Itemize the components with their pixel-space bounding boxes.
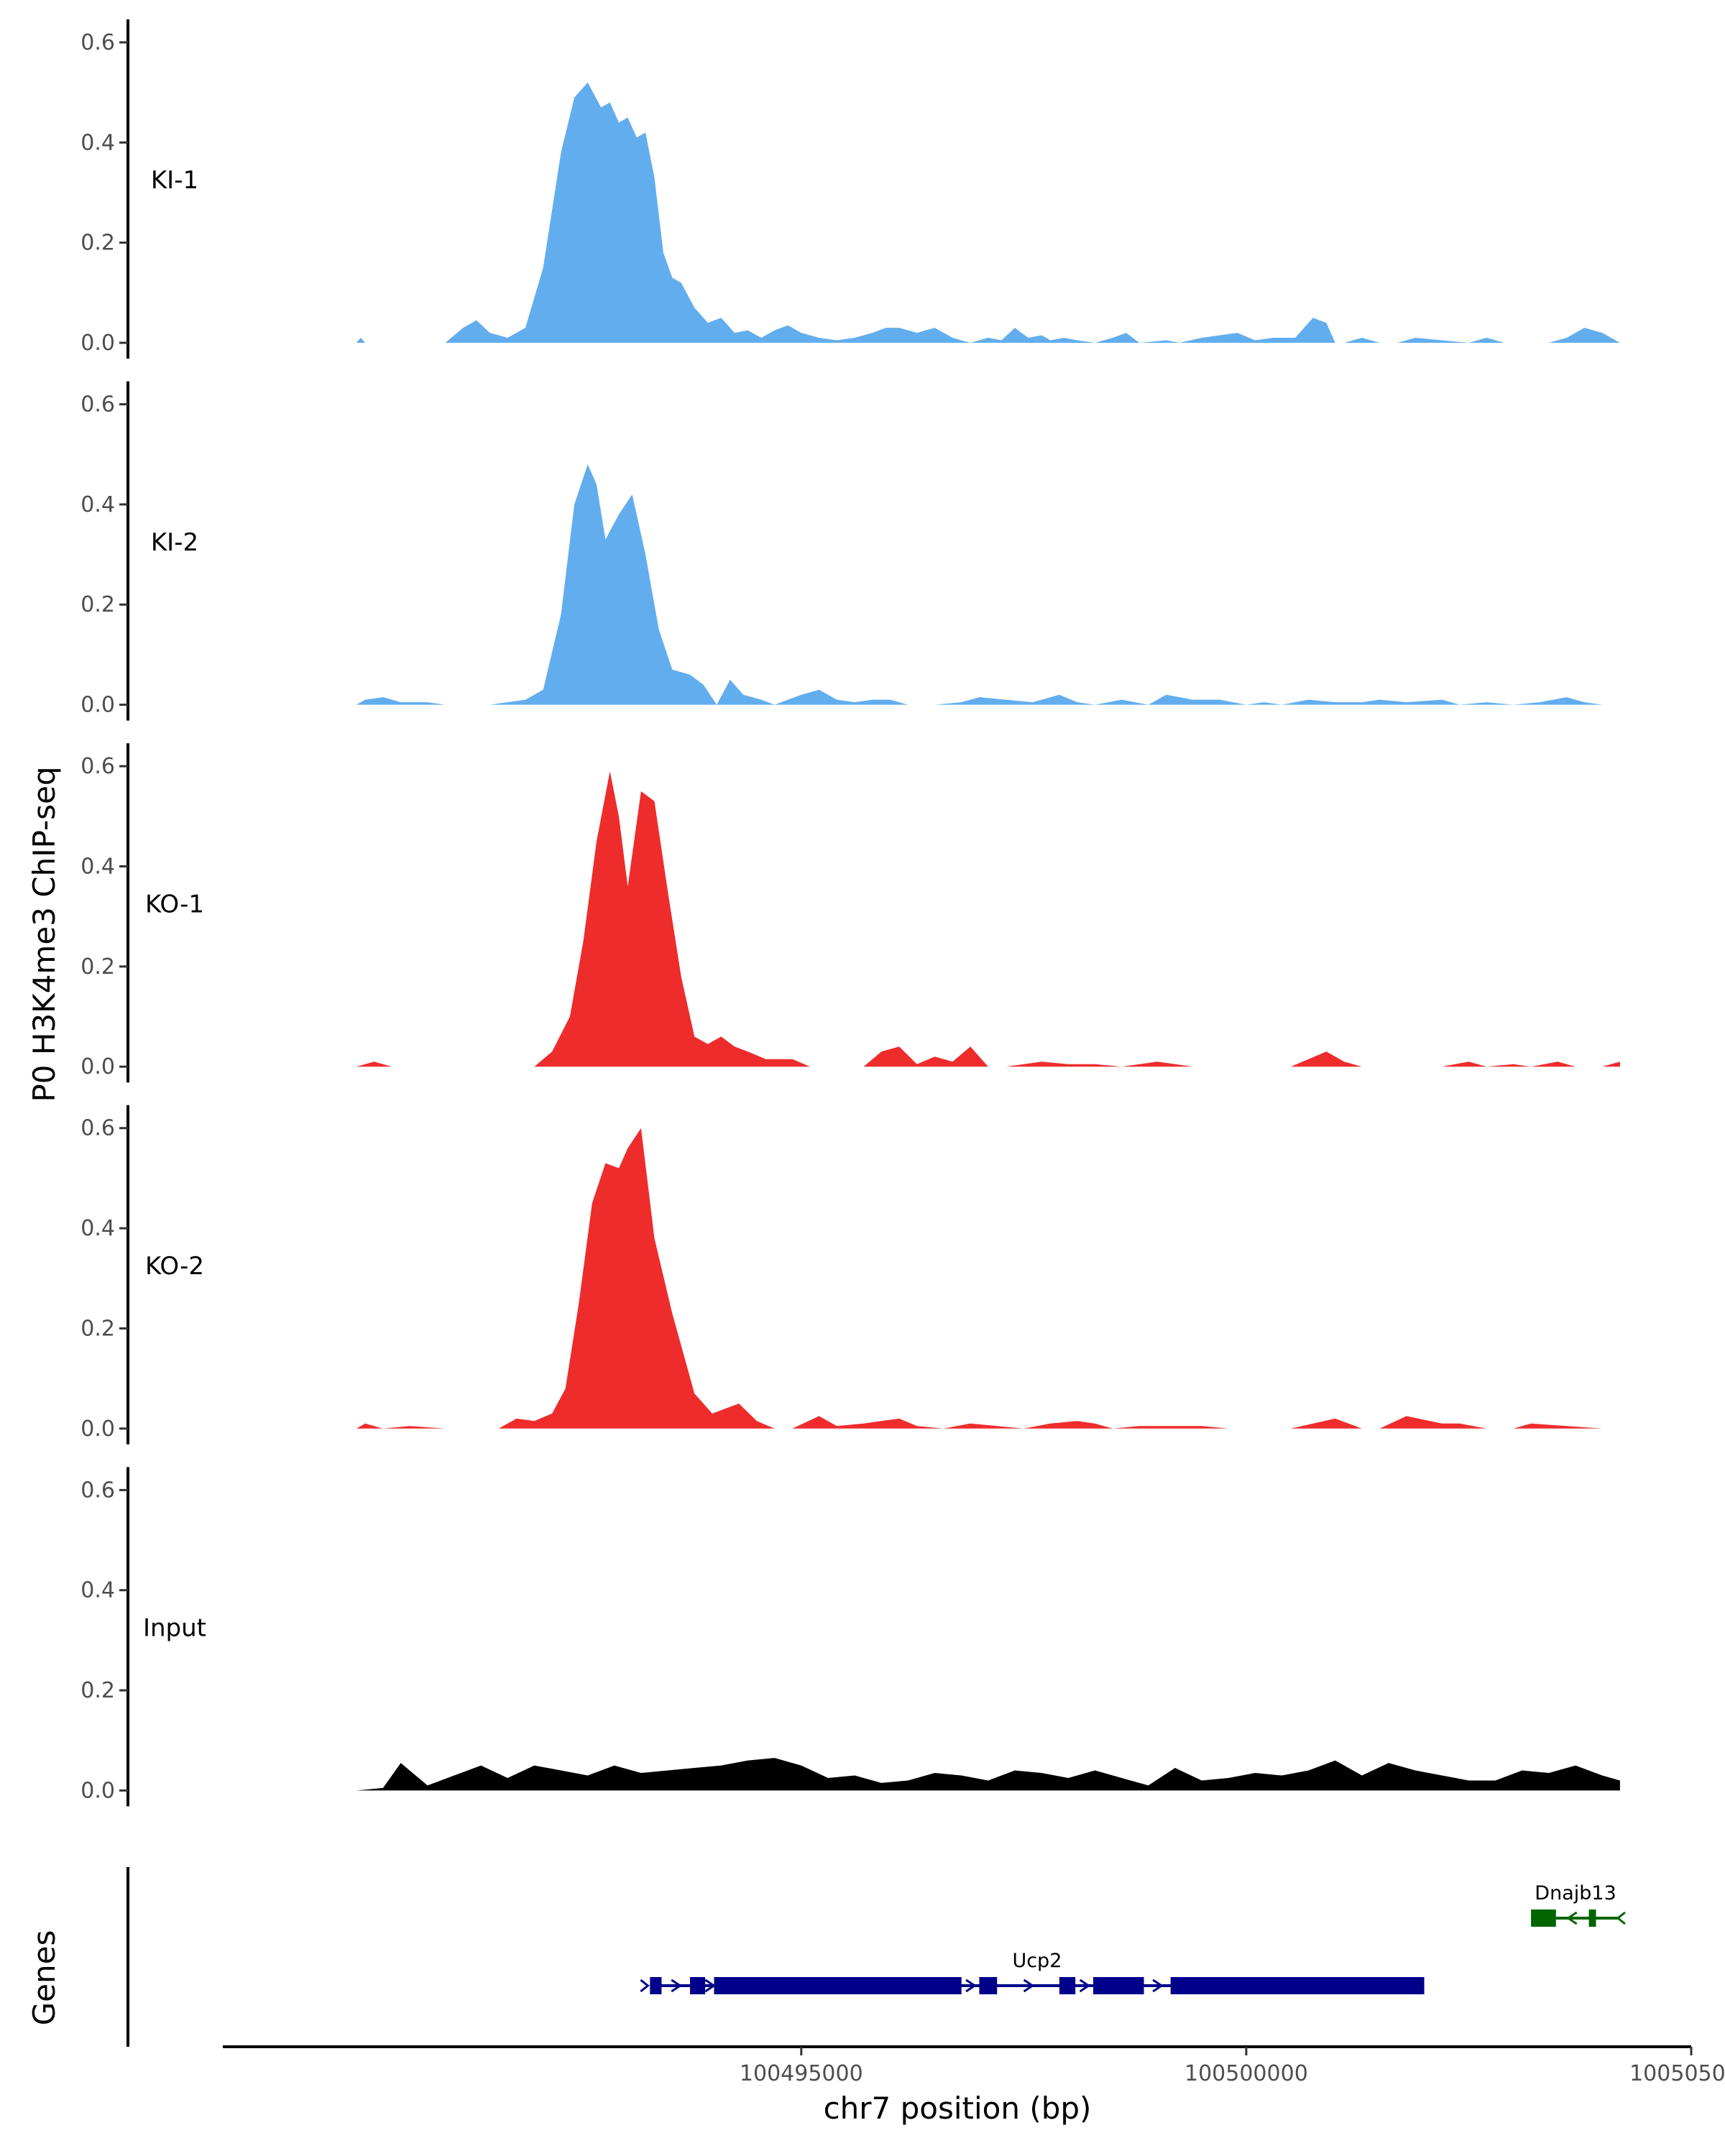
track-panel-ko-2: 0.0 0.2 0.4 0.6 KO-2	[80, 1105, 1603, 1445]
y-tick-label: 0.4	[80, 492, 115, 517]
y-tick-label: 0.0	[80, 331, 115, 356]
track-label: Input	[143, 1614, 206, 1643]
y-tick-label: 0.4	[80, 130, 115, 155]
y-tick-label: 0.4	[80, 1578, 115, 1603]
gene-exon	[1170, 1977, 1425, 1994]
strand-chevron	[671, 1978, 682, 1993]
strand-chevron	[965, 1978, 977, 1993]
x-tick-label: 100500000	[1184, 2061, 1308, 2086]
y-tick-label: 0.6	[80, 30, 115, 55]
y-tick-label: 0.2	[80, 231, 115, 256]
track-panel-ki-2: 0.0 0.2 0.4 0.6 KI-2	[80, 381, 1603, 721]
gene-exon	[1092, 1977, 1144, 1994]
strand-chevron	[1023, 1978, 1035, 1993]
y-tick-label: 0.2	[80, 592, 115, 617]
y-tick-label: 0.6	[80, 1116, 115, 1141]
y-tick-label: 0.2	[80, 954, 115, 980]
track-label: KI-1	[151, 166, 198, 195]
y-tick-label: 0.2	[80, 1316, 115, 1341]
gene-annotation-panel: 100495000 100500000 100505000 Ucp2 Dnajb13	[126, 1867, 1725, 2086]
gene-dnajb13: Dnajb13	[1531, 1882, 1626, 1927]
gene-exon	[1059, 1977, 1076, 1994]
coverage-area-ki-1	[356, 82, 1620, 343]
x-tick-label: 100495000	[740, 2061, 863, 2086]
gene-exon	[690, 1977, 706, 1994]
track-panel-ki-1: 0.0 0.2 0.4 0.6 KI-1	[80, 19, 1620, 359]
gene-exon	[650, 1977, 662, 1994]
track-label: KO-2	[145, 1252, 204, 1281]
strand-chevron	[640, 1978, 650, 1993]
y-tick-label: 0.4	[80, 854, 115, 879]
y-tick-label: 0.0	[80, 693, 115, 718]
coverage-area-input	[356, 1758, 1620, 1791]
y-tick-label: 0.6	[80, 754, 115, 779]
strand-chevron	[1565, 1911, 1578, 1925]
y-tick-label: 0.6	[80, 392, 115, 418]
coverage-area-ko-1	[356, 771, 1620, 1067]
y-tick-label: 0.0	[80, 1778, 115, 1803]
gene-label: Dnajb13	[1535, 1882, 1616, 1904]
coverage-area-ko-2	[356, 1128, 1603, 1429]
y-axis-title: P0 H3K4me3 ChIP-seq	[27, 766, 62, 1102]
track-label: KI-2	[151, 528, 198, 557]
genes-panel-title: Genes	[27, 1930, 62, 2026]
strand-chevron	[1152, 1978, 1164, 1993]
strand-chevron	[1616, 1911, 1626, 1925]
gene-label: Ucp2	[1012, 1950, 1062, 1972]
gene-exon	[979, 1977, 998, 1994]
y-tick-label: 0.2	[80, 1678, 115, 1703]
coverage-area-ki-2	[356, 464, 1603, 705]
y-tick-label: 0.4	[80, 1216, 115, 1241]
y-tick-label: 0.0	[80, 1054, 115, 1079]
track-label: KO-1	[145, 890, 204, 918]
y-tick-label: 0.0	[80, 1416, 115, 1442]
x-axis-title: chr7 position (bp)	[824, 2091, 1092, 2126]
coverage-tracks: 0.00.20.40.6KI-10.00.20.40.6KI-20.00.20.…	[80, 19, 1620, 1807]
strand-chevron	[704, 1978, 716, 1993]
y-tick-label: 0.6	[80, 1478, 115, 1503]
gene-ucp2: Ucp2	[640, 1950, 1425, 1994]
gene-exon	[1588, 1909, 1596, 1927]
track-panel-input: 0.0 0.2 0.4 0.6 Input	[80, 1467, 1620, 1807]
gene-exon	[714, 1977, 962, 1994]
gene-exon	[1531, 1909, 1556, 1927]
track-panel-ko-1: 0.0 0.2 0.4 0.6 KO-1	[80, 743, 1620, 1083]
x-tick-label: 100505000	[1629, 2061, 1725, 2086]
strand-chevron	[1079, 1978, 1091, 1993]
